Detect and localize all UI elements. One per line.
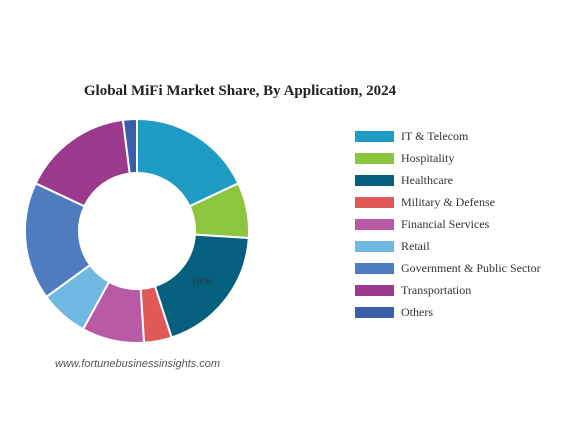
legend-swatch xyxy=(355,174,394,186)
legend-swatch xyxy=(355,130,394,142)
donut-chart: 19% xyxy=(24,117,250,344)
legend-swatch xyxy=(355,240,394,252)
legend-label: Others xyxy=(401,304,433,319)
legend-item-transportation: Transportation xyxy=(355,279,541,301)
legend-label: IT & Telecom xyxy=(401,128,469,143)
legend-item-hospitality: Hospitality xyxy=(355,147,541,169)
legend-label: Healthcare xyxy=(401,172,453,187)
legend-swatch xyxy=(355,262,394,274)
legend-label: Financial Services xyxy=(401,216,490,231)
legend-label: Hospitality xyxy=(401,150,455,165)
legend: IT & Telecom Hospitality Healthcare Militar… xyxy=(355,125,541,323)
source-credit: www.fortunebusinessinsights.com xyxy=(55,358,221,370)
data-label-healthcare: 19% xyxy=(191,276,211,288)
legend-label: Government & Public Sector xyxy=(401,260,541,275)
legend-item-healthcare: Healthcare xyxy=(355,169,541,191)
legend-item-government-and-public-sector: Government & Public Sector xyxy=(355,257,541,279)
legend-item-military-and-defense: Military & Defense xyxy=(355,191,541,213)
legend-swatch xyxy=(355,218,394,230)
legend-label: Transportation xyxy=(401,282,472,297)
legend-swatch xyxy=(355,306,394,318)
legend-item-retail: Retail xyxy=(355,235,541,257)
legend-item-financial-services: Financial Services xyxy=(355,213,541,235)
legend-swatch xyxy=(355,284,394,296)
legend-swatch xyxy=(355,152,394,164)
legend-item-others: Others xyxy=(355,301,541,323)
legend-label: Retail xyxy=(401,238,430,253)
chart-title: Global MiFi Market Share, By Application… xyxy=(83,83,397,99)
slice-others xyxy=(121,117,138,175)
legend-swatch xyxy=(355,196,394,208)
legend-label: Military & Defense xyxy=(401,194,495,209)
slice-healthcare xyxy=(153,233,250,339)
legend-item-it-and-telecom: IT & Telecom xyxy=(355,125,541,147)
